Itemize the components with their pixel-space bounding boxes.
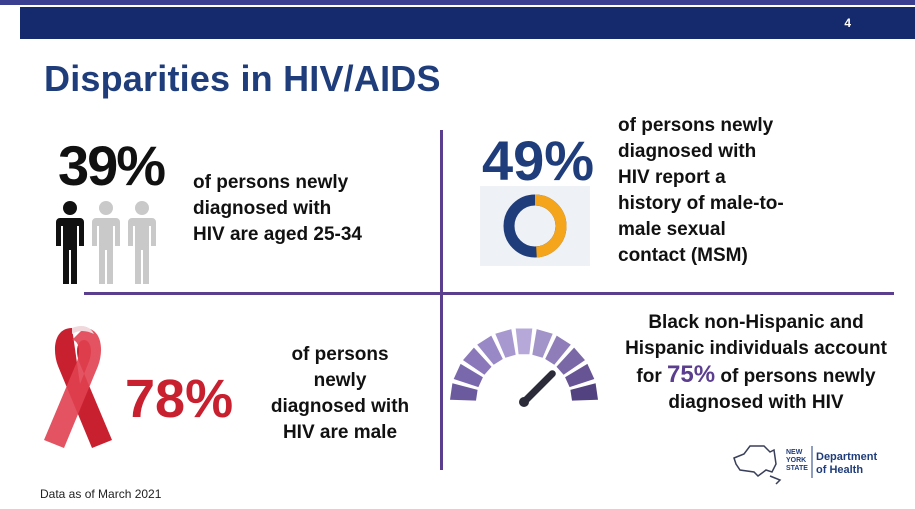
race-line-3-suffix: of persons newly [715, 366, 876, 387]
race-description: Black non-Hispanic and Hispanic individu… [596, 310, 915, 416]
msm-percent: 49% [482, 129, 595, 192]
gauge-needle [520, 370, 556, 406]
header-bar: 4 [20, 7, 915, 39]
data-footnote: Data as of March 2021 [40, 487, 162, 501]
logo-dept-line-1: Department [816, 451, 877, 463]
long-island-outline [769, 475, 782, 485]
slide-number: 4 [844, 16, 851, 30]
race-line-3-prefix: for [636, 366, 668, 387]
person-grey-1 [92, 201, 120, 284]
gauge-segment [570, 383, 598, 401]
vertical-divider [440, 130, 443, 470]
slide-title: Disparities in HIV/AIDS [44, 58, 441, 99]
gauge-segment [565, 363, 595, 388]
nys-doh-logo: NEW YORK STATE Department of Health [733, 445, 877, 485]
gauge-segment [532, 329, 553, 358]
race-line-1: Black non-Hispanic and [648, 312, 864, 333]
gauge-segment [515, 328, 533, 355]
gauge-icon [450, 328, 598, 407]
people-icon [56, 201, 156, 284]
logo-state-line-2: YORK [786, 457, 806, 464]
race-line-2: Hispanic individuals account [625, 338, 887, 359]
logo-dept-line-2: of Health [816, 464, 863, 476]
race-line-3: for 75% of persons newly [596, 362, 915, 390]
gauge-segment [463, 347, 492, 375]
person-highlighted [56, 201, 84, 284]
horizontal-divider [84, 292, 894, 295]
gauge-segment [556, 347, 585, 375]
logo-state-line-3: STATE [786, 465, 808, 472]
gauge-segments [450, 328, 598, 401]
donut-chart-icon [480, 186, 590, 266]
donut-filled-arc [503, 194, 567, 258]
top-accent-strip [0, 0, 915, 5]
gauge-segment [545, 335, 571, 365]
awareness-ribbon-icon [44, 326, 112, 448]
gauge-segment [495, 329, 516, 358]
male-description: of persons newly diagnosed with HIV are … [270, 344, 410, 443]
gauge-hub [519, 397, 529, 407]
age-percent: 39% [58, 134, 166, 197]
age-description: of persons newly diagnosed with HIV are … [193, 172, 362, 245]
logo-state-line-1: NEW [786, 449, 803, 456]
ribbon-left-loop [44, 328, 102, 448]
ribbon-highlight [72, 326, 94, 334]
person-grey-2 [128, 201, 156, 284]
msm-description: of persons newly diagnosed with HIV repo… [618, 115, 784, 266]
nys-map-outline [733, 445, 777, 477]
race-line-4: diagnosed with HIV [668, 392, 844, 413]
gauge-segment [477, 335, 503, 365]
gauge-segment [453, 363, 483, 388]
gauge-segment [450, 383, 478, 401]
race-percent: 75% [667, 361, 716, 388]
male-percent: 78% [125, 369, 234, 429]
